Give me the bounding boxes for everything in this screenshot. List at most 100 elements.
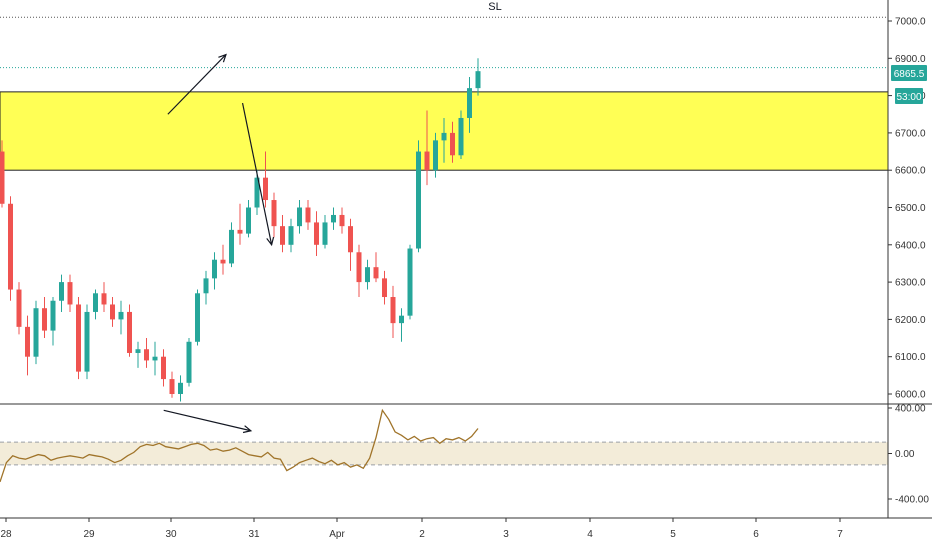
candle-body (50, 300, 56, 331)
candle-body (254, 177, 260, 208)
candle-body (169, 379, 175, 394)
candle-body (152, 356, 158, 361)
candle-body (458, 117, 464, 156)
candle-body (450, 132, 455, 156)
price-tick-label: 6400.0 (895, 240, 926, 251)
candle (25, 315, 30, 376)
candle-body (203, 278, 209, 294)
candle (331, 207, 336, 230)
candle-body (25, 326, 30, 357)
candle (178, 375, 183, 402)
candle-body (467, 88, 472, 118)
candle-body (8, 203, 13, 290)
time-tick-label: 31 (248, 529, 260, 540)
candle-body (144, 349, 149, 361)
indicator-axis[interactable]: 400.00 0.00 -400.00 (888, 404, 929, 506)
time-tick-label: 5 (670, 529, 676, 540)
candle (475, 58, 481, 96)
candle (161, 349, 166, 387)
candle-body (339, 214, 345, 227)
candle (322, 214, 328, 249)
candle (271, 192, 277, 238)
time-tick-label: 6 (753, 529, 759, 540)
candle-body (59, 282, 64, 301)
price-tick-label: 6500.0 (895, 203, 926, 214)
candle (390, 285, 396, 339)
time-tick-label: 29 (83, 529, 95, 540)
candle (399, 308, 404, 342)
candle (424, 110, 430, 186)
last-price-tag: 6865.5 (891, 65, 927, 81)
trend-arrow (167, 53, 227, 115)
candle (16, 282, 22, 335)
candle-body (297, 207, 302, 227)
candle (280, 214, 285, 253)
candle-body (135, 349, 141, 353)
price-tick-label: 6700.0 (895, 128, 926, 139)
candle-body (246, 207, 251, 234)
candle-body (67, 282, 73, 305)
candle-body (407, 248, 413, 316)
price-tick-label: 6200.0 (895, 315, 926, 326)
time-tick-label: 28 (0, 529, 12, 540)
candle-body (161, 356, 166, 380)
indicator-tick-label: 400.00 (895, 404, 926, 415)
candle (33, 300, 39, 365)
candle-body (390, 297, 396, 324)
candle (458, 110, 464, 160)
candle (212, 252, 217, 290)
candle-body (331, 214, 336, 223)
time-tick-label: 30 (165, 529, 177, 540)
candle (186, 338, 192, 387)
candle (42, 297, 47, 339)
candle (314, 211, 319, 256)
indicator-band (0, 442, 888, 465)
price-tick-label: 6100.0 (895, 352, 926, 363)
candle-body (416, 151, 421, 249)
candle-body (110, 304, 115, 320)
candle (50, 297, 56, 346)
time-axis[interactable]: 28 29 30 31 Apr 2 3 4 5 6 7 (0, 518, 843, 540)
candle-body (178, 382, 183, 394)
time-tick-label: Apr (329, 529, 345, 540)
candle-body (373, 267, 379, 279)
drawing-annotations (167, 53, 275, 247)
candle-body (101, 293, 107, 305)
countdown-label: 53:00 (896, 92, 921, 103)
candle-body (16, 289, 22, 327)
candle (169, 371, 175, 398)
candle-body (356, 252, 362, 283)
candle-body (220, 259, 226, 264)
candle (467, 76, 472, 133)
candle-body (186, 341, 192, 383)
time-tick-label: 2 (419, 529, 425, 540)
candle (237, 203, 243, 245)
countdown-tag: 53:00 (895, 88, 923, 104)
candle (433, 132, 438, 178)
indicator-pane (0, 408, 888, 483)
candle-body (42, 308, 47, 331)
candle (382, 270, 387, 305)
candle-body (195, 293, 200, 342)
last-price-label: 6865.5 (894, 69, 925, 80)
candle-body (212, 259, 217, 279)
time-tick-label: 7 (837, 529, 843, 540)
candle-body (237, 229, 243, 234)
candle (365, 259, 370, 290)
candle-body (127, 311, 132, 353)
candle-body (93, 293, 98, 312)
candle-body (322, 222, 328, 245)
price-tick-label: 7000.0 (895, 17, 926, 28)
candle (127, 304, 132, 357)
price-tick-label: 6900.0 (895, 54, 926, 65)
candle-body (0, 151, 5, 204)
candle (195, 289, 200, 346)
candle (76, 297, 81, 380)
price-tick-label: 6300.0 (895, 278, 926, 289)
candle (110, 297, 115, 327)
candlesticks (0, 58, 481, 402)
candle-body (288, 226, 294, 245)
indicator-line (0, 408, 479, 483)
